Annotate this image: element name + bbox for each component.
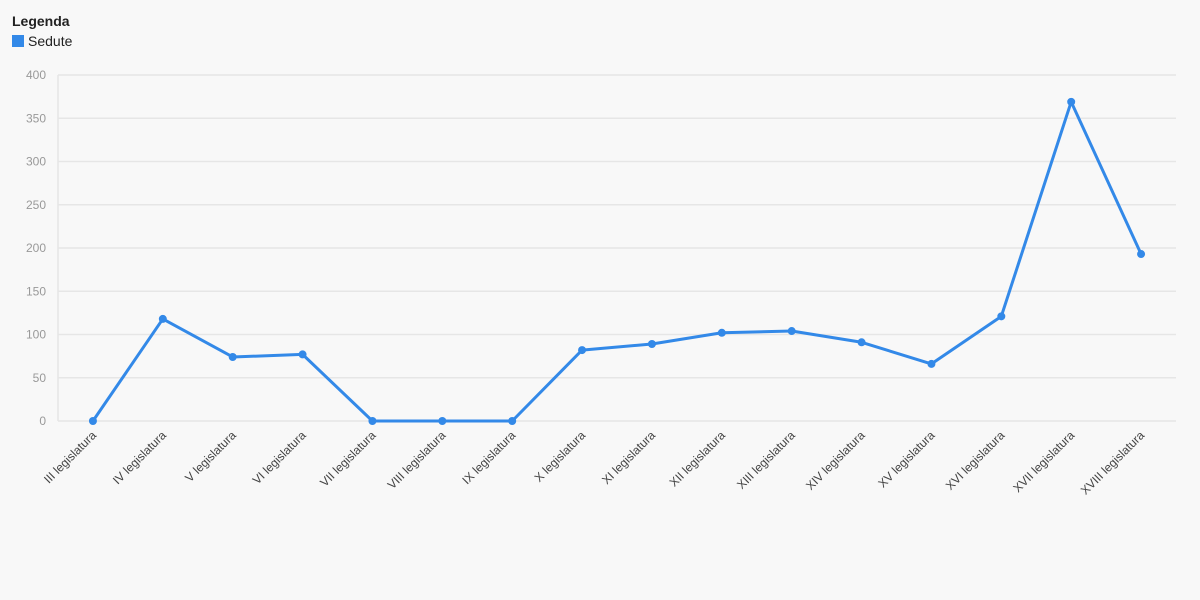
y-tick-label: 0	[39, 414, 46, 428]
x-tick-label: X legislatura	[532, 428, 589, 485]
point	[578, 346, 587, 355]
point	[1067, 97, 1076, 106]
point	[717, 328, 726, 337]
x-tick-label: IV legislatura	[110, 428, 169, 487]
x-tick-label: III legislatura	[41, 428, 99, 486]
legend-label: Sedute	[28, 33, 73, 49]
x-tick-label: XVI legislatura	[943, 428, 1008, 493]
point	[647, 340, 656, 349]
point	[927, 359, 936, 368]
y-tick-label: 350	[26, 111, 46, 125]
point	[508, 417, 517, 425]
legend-swatch	[12, 35, 24, 47]
x-tick-label: XVIII legislatura	[1078, 428, 1148, 498]
y-tick-label: 100	[26, 328, 46, 342]
x-tick-label: XIII legislatura	[734, 428, 798, 492]
y-tick-label: 400	[26, 68, 46, 82]
x-tick-label: XIV legislatura	[803, 428, 868, 493]
x-tick-label: IX legislatura	[459, 428, 518, 487]
y-tick-label: 50	[33, 371, 47, 385]
legend-title: Legenda	[12, 13, 70, 29]
x-tick-label: XII legislatura	[667, 428, 729, 490]
x-tick-label: XV legislatura	[875, 428, 937, 490]
x-tick-label: V legislatura	[182, 428, 239, 485]
point	[228, 352, 237, 361]
point	[88, 417, 97, 425]
point	[298, 350, 307, 359]
x-tick-label: XVII legislatura	[1010, 428, 1077, 495]
x-tick-label: VI legislatura	[250, 428, 309, 487]
y-tick-label: 200	[26, 241, 46, 255]
point	[438, 417, 447, 425]
x-tick-label: XI legislatura	[599, 428, 658, 487]
y-tick-label: 250	[26, 198, 46, 212]
y-tick-label: 300	[26, 155, 46, 169]
point	[158, 314, 167, 323]
y-tick-label: 150	[26, 284, 46, 298]
line	[91, 100, 1143, 423]
point	[787, 327, 796, 336]
point	[1137, 250, 1146, 259]
point	[368, 417, 377, 425]
x-tick-label: VIII legislatura	[385, 428, 449, 492]
point	[997, 312, 1006, 321]
x-tick-label: VII legislatura	[317, 428, 379, 490]
point	[857, 338, 866, 347]
